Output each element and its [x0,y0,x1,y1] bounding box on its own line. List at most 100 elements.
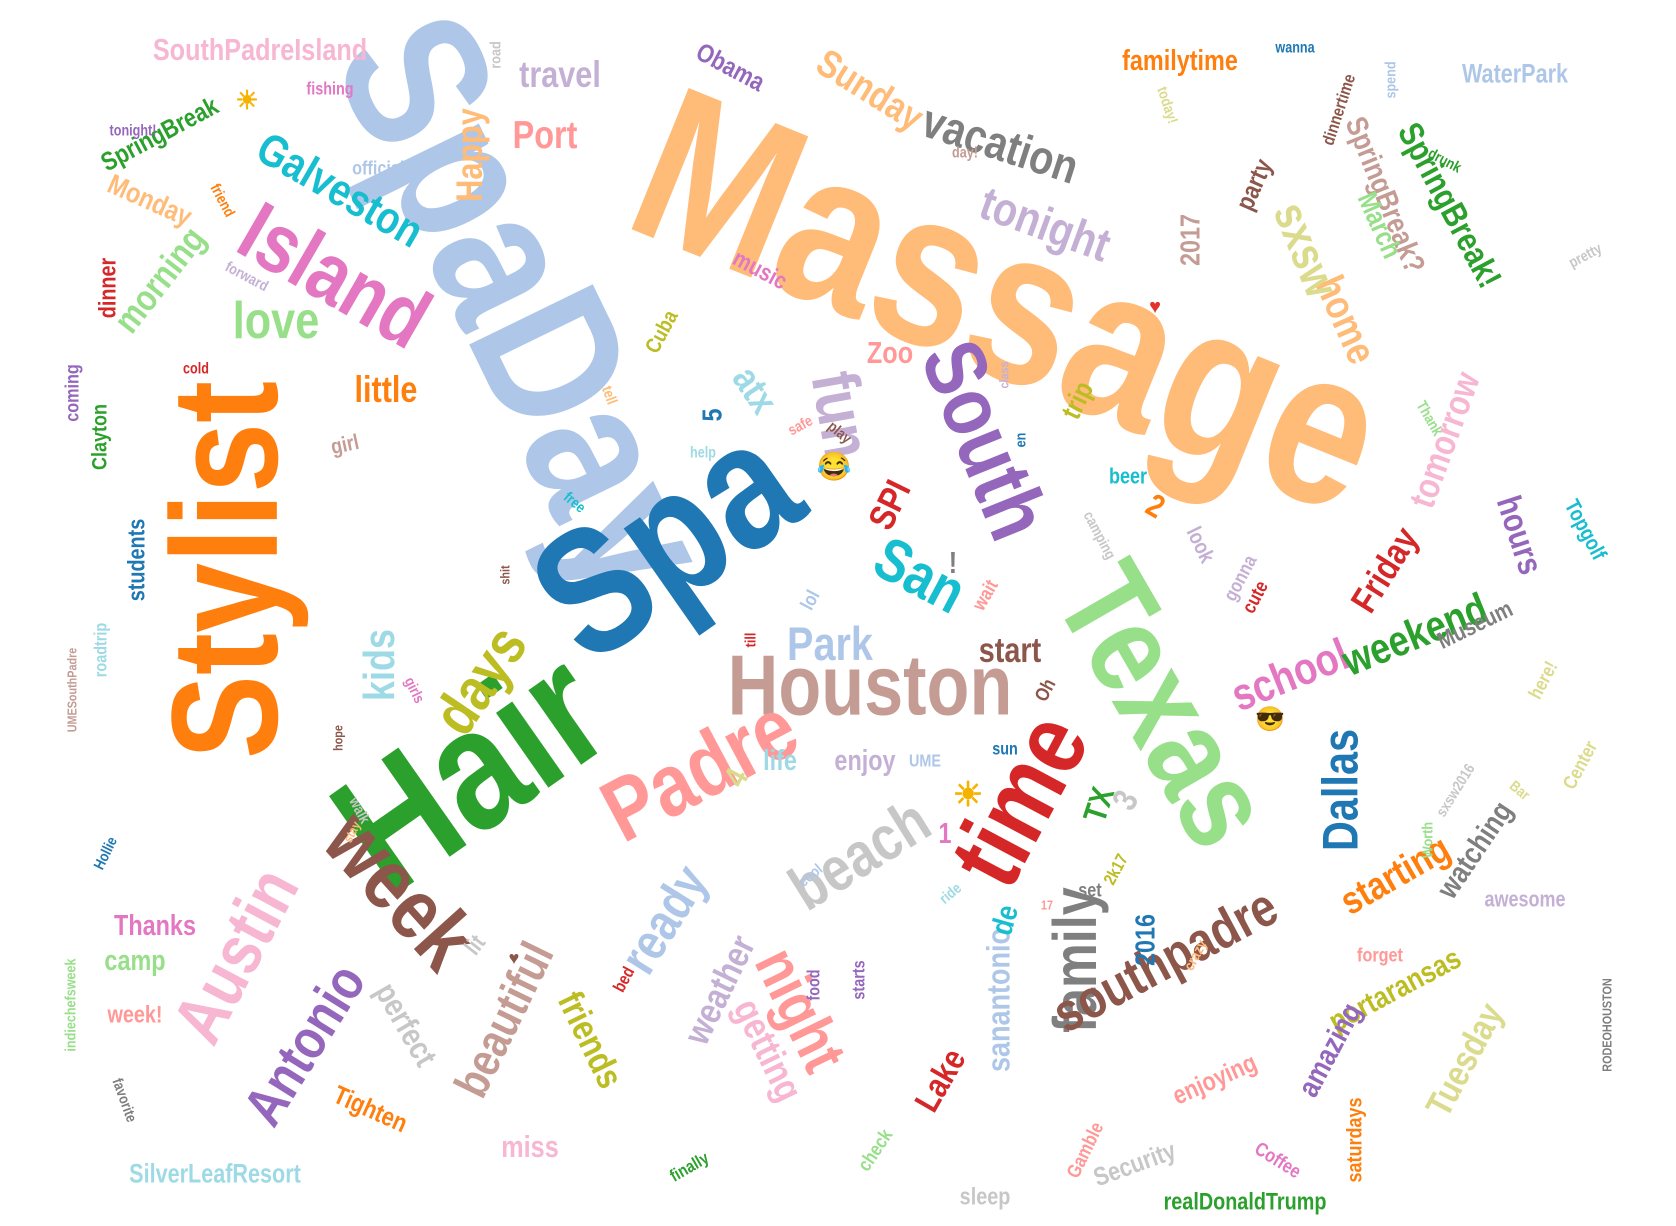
word-2017: 2017 [1173,213,1207,267]
word-food: food [805,969,824,1001]
word-forget: forget [1357,944,1403,966]
word-tuesday: Tuesday [1418,996,1512,1124]
word-lol: lol [796,586,824,614]
word-set: set [1078,879,1102,901]
word-life: life [763,743,797,777]
word-en: en [1011,432,1029,448]
word-enjoying: enjoying [1168,1048,1262,1111]
word-amazing: amazing [1291,997,1368,1103]
word-spend: spend [1381,61,1399,99]
word-beautiful: beautiful [444,934,565,1106]
word-miss: miss [501,1129,559,1164]
word-enjoy: enjoy [834,743,896,777]
word-5: 5 [695,408,729,422]
word-roadtrip: roadtrip [92,622,111,678]
word-little: little [354,369,418,411]
heart-icon: ♥ [508,948,520,968]
word-tomorrow: tomorrow [1401,366,1489,514]
word-wanna: wanna [1275,38,1315,56]
word-san: San [863,522,978,627]
word-sanantonio: sanantonio [981,927,1018,1073]
word-clayton: Clayton [88,403,112,471]
word-help: help [690,443,716,461]
word-ride: ride [935,878,965,908]
word-tonight: tonight! [109,121,157,139]
word-stylist: Stylist [139,380,310,760]
word-fishing: fishing [306,80,354,99]
word-morning: morning [106,219,214,341]
word-houston: Houston [727,636,1013,734]
word-wait: wait [967,575,1003,615]
word-cold: cold [183,359,209,377]
word-kids: kids [356,628,404,702]
word-sleep: sleep [959,1182,1011,1211]
sun-icon: ☀ [952,776,984,814]
word-ready: ready [609,855,720,984]
word-pretty: pretty [1565,239,1605,271]
word-zoo: Zoo [866,335,914,370]
word-friday: Friday [1343,520,1427,620]
word-coffee: Coffee [1250,1137,1306,1183]
word-look: look [1181,523,1219,567]
word-here: here! [1524,657,1562,703]
word-favorite: favorite [109,1075,141,1125]
word-road: road [486,41,504,69]
word-1: 1 [938,816,952,850]
word-friend: friend [207,180,239,220]
word-2016: 2016 [1128,913,1162,967]
word-thanks: Thanks [114,908,196,942]
word-day: day! [952,143,978,161]
word-students: students [122,518,150,602]
word-hollie: Hollie [89,833,121,873]
sunglasses-face-icon: 😎 [1255,706,1285,733]
word-shit: shit [497,565,513,585]
word-awesome: awesome [1484,887,1566,913]
word-silverleafresort: SilverLeafResort [129,1159,301,1190]
word-port: Port [512,112,578,157]
word-sun: sun [992,740,1018,759]
word-topgolf: Topgolf [1559,495,1611,565]
word-party: party [1230,154,1279,215]
word-familytime: familytime [1122,43,1238,77]
word-saturdays: saturdays [1343,1097,1367,1183]
word-coming: coming [61,364,83,422]
word-rodeohouston: RODEOHOUSTON [1599,978,1615,1072]
heart-icon: ♥ [1149,296,1161,318]
word-love: love [232,292,320,351]
word-hours: hours [1489,490,1551,580]
sun-icon: ☀ [235,85,259,115]
word-beach: beach [777,784,943,925]
word-realdonaldtrump: realDonaldTrump [1163,1187,1327,1216]
word-check: check [853,1124,897,1176]
word-till: till [741,632,759,648]
word-dallas: Dallas [1311,729,1369,851]
word-waterpark: WaterPark [1461,59,1569,90]
word-fun: fun [796,365,885,465]
word-lake: Lake [906,1041,974,1119]
word-tighten: Tighten [328,1080,412,1139]
word-finally: finally [667,1149,713,1186]
word-start: start [978,630,1042,670]
word-sym: ! [948,545,958,580]
word-week: week! [107,1000,163,1028]
word-2k17: 2k17 [1100,851,1133,889]
word-security: Security [1089,1136,1180,1193]
word-today: today! [1153,84,1183,126]
word-spi: SPI [860,473,920,537]
word-class: class [996,361,1012,389]
word-beer: beer [1108,464,1148,490]
word-travel: travel [519,54,601,96]
word-perfect: perfect [367,976,444,1073]
word-bar: Bar [1506,776,1534,804]
word-umesouthpadre: UMESouthPadre [64,647,80,733]
word-camping: camping [1080,508,1120,562]
word-hope: hope [330,725,346,751]
word-17: 17 [1040,897,1054,913]
word-camp: camp [104,943,166,977]
word-lit: lit [458,929,491,960]
word-worth: Worth [1418,821,1436,859]
word-dinner: dinner [93,257,121,319]
word-ume: UME [908,752,942,771]
word-girl: girl [328,430,362,460]
